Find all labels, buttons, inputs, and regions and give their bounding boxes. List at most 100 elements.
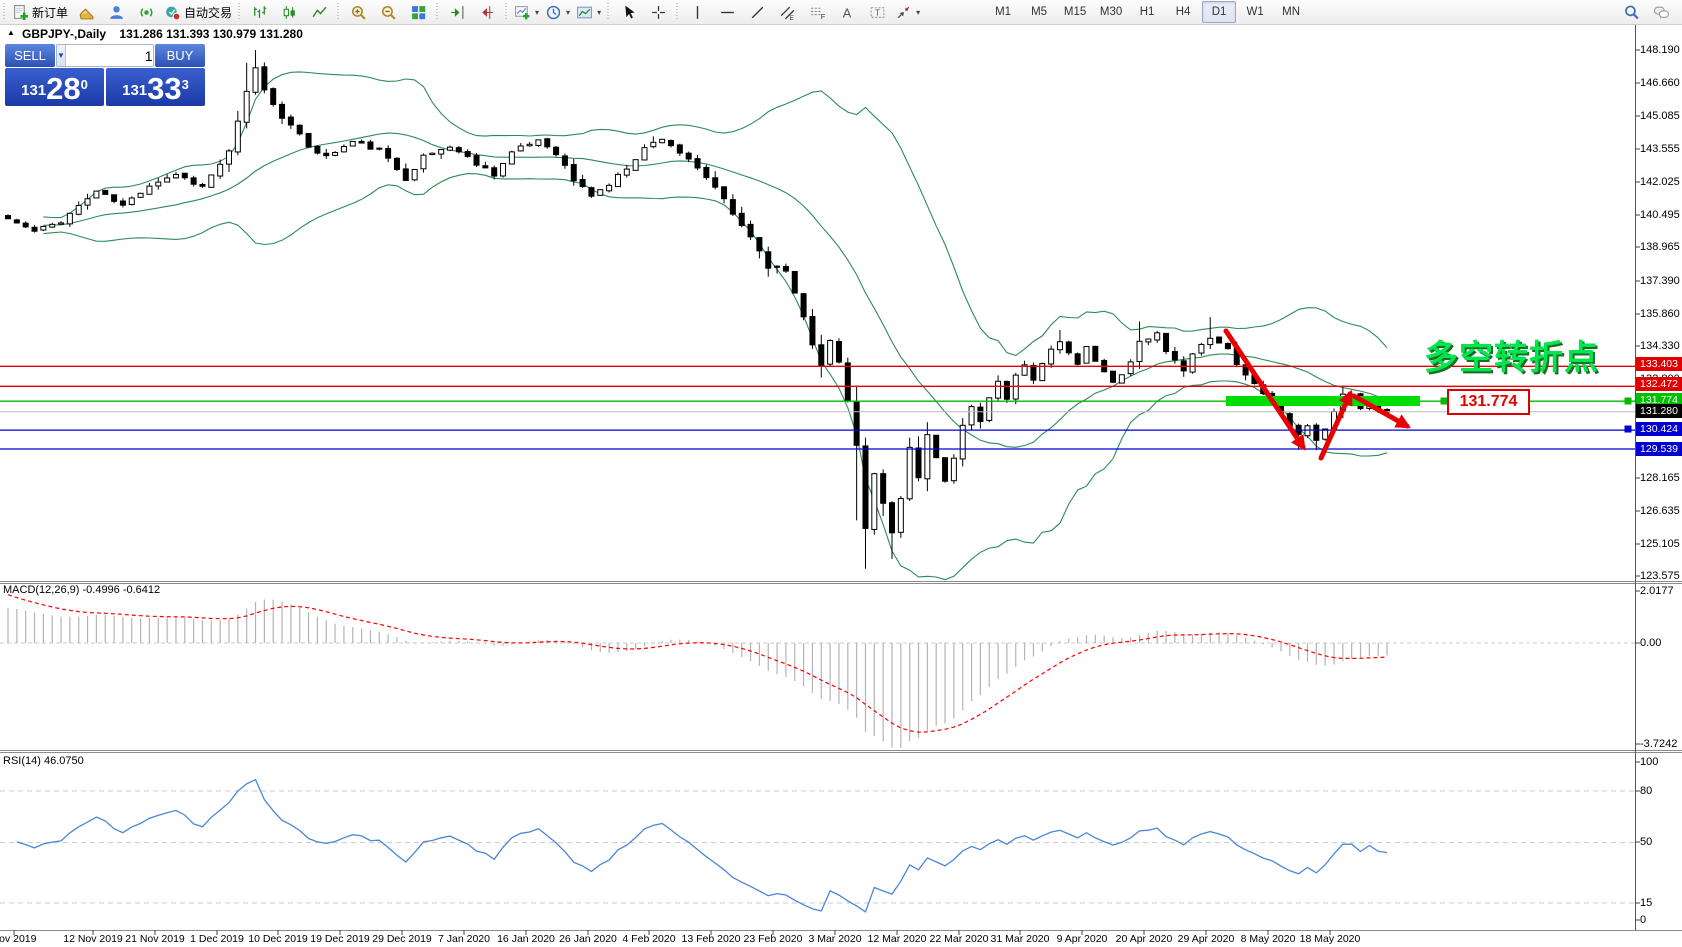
date-axis-label: 16 Jan 2020: [497, 933, 555, 945]
date-axis-label: 18 May 2020: [1299, 933, 1361, 945]
price-axis-badge: 131.280: [1636, 404, 1682, 418]
timeframe-button-m15[interactable]: M15: [1063, 6, 1087, 18]
svg-text:E: E: [789, 14, 793, 20]
annotation-text[interactable]: 多空转折点: [1424, 339, 1599, 377]
sell-price-display[interactable]: 131 28 0: [5, 68, 104, 106]
timeframe-button-d1[interactable]: D1: [1202, 1, 1237, 23]
arrows-button[interactable]: ▾: [892, 0, 923, 24]
toolbar-right: [1616, 0, 1676, 24]
zoom-out-button[interactable]: [373, 0, 403, 24]
volume-decrease-button[interactable]: ▼: [57, 45, 66, 66]
zoom-in-button[interactable]: [343, 0, 373, 24]
sell-button[interactable]: SELL: [5, 44, 55, 67]
horizontal-line-button[interactable]: [712, 0, 742, 24]
buy-price-display[interactable]: 131 33 3: [106, 68, 205, 106]
search-icon: [1624, 5, 1639, 19]
bar-chart-button[interactable]: [244, 0, 274, 24]
market-watch-button[interactable]: [71, 0, 101, 24]
green-bar-object[interactable]: [1226, 396, 1420, 406]
price-axis-badge: 132.472: [1636, 377, 1682, 391]
timeframe-button-w1[interactable]: W1: [1246, 6, 1264, 18]
periods-clock-icon: [546, 5, 561, 19]
fibonacci-button[interactable]: F: [802, 0, 832, 24]
vertical-line-button[interactable]: [682, 0, 712, 24]
indicators-icon: [515, 5, 530, 19]
sell-price-prefix: 131: [21, 82, 47, 99]
timeframe-button-h1[interactable]: H1: [1139, 6, 1155, 18]
price-axis-tick: 123.575: [1640, 570, 1680, 582]
date-axis-label: 9 Apr 2020: [1056, 933, 1108, 945]
auto-trading-button[interactable]: 自动交易: [161, 0, 235, 24]
indicators-dropdown-caret[interactable]: ▾: [535, 7, 540, 17]
toolbar-grip: [606, 3, 612, 21]
rsi-axis-label: 0: [1640, 914, 1647, 926]
indicators-button[interactable]: ▾: [511, 0, 542, 24]
buy-price-prefix: 131: [122, 82, 148, 99]
macd-axis-label: 0.00: [1640, 637, 1662, 649]
sell-price-sup: 0: [80, 77, 88, 92]
candlestick-button[interactable]: [274, 0, 304, 24]
periods-button[interactable]: ▾: [542, 0, 573, 24]
zoom-out-icon: [381, 5, 396, 20]
periods-dropdown-caret[interactable]: ▾: [566, 7, 571, 17]
search-button[interactable]: [1616, 0, 1646, 24]
chart-shift-button[interactable]: [472, 0, 502, 24]
date-axis-label: 29 Apr 2020: [1177, 933, 1235, 945]
svg-text:A: A: [842, 5, 851, 20]
cursor-icon: [624, 5, 635, 18]
text-button[interactable]: A: [832, 0, 862, 24]
timeframe-button-h4[interactable]: H4: [1175, 6, 1191, 18]
timeframe-button-m1[interactable]: M1: [995, 6, 1012, 18]
date-axis-label: 12 Mar 2020: [867, 933, 927, 945]
text-label-button[interactable]: T: [862, 0, 892, 24]
macd-pane: [0, 594, 1635, 748]
date-axis-label: 3 Mar 2020: [808, 933, 862, 945]
timeframe-button-m30[interactable]: M30: [1099, 6, 1123, 18]
cursor-button[interactable]: [613, 0, 643, 24]
chat-button[interactable]: [1646, 0, 1676, 24]
crosshair-button[interactable]: [643, 0, 673, 24]
collapse-panel-triangle[interactable]: ▲: [7, 28, 15, 37]
templates-button[interactable]: ▾: [573, 0, 604, 24]
toolbar-grip: [336, 3, 342, 21]
rsi-axis-label: 50: [1640, 836, 1653, 848]
tile-windows-button[interactable]: [403, 0, 433, 24]
line-handle[interactable]: [1624, 425, 1632, 433]
date-axis-label: 23 Feb 2020: [743, 933, 803, 945]
horizontal-line-icon: [720, 11, 734, 13]
chat-icon: [1653, 6, 1669, 19]
price-level-box[interactable]: 131.774: [1447, 389, 1530, 415]
trendline-button[interactable]: [742, 0, 772, 24]
macd-name: MACD(12,26,9): [3, 584, 80, 596]
trend-arrow[interactable]: [1351, 393, 1411, 429]
arrows-dropdown-caret[interactable]: ▾: [916, 7, 921, 17]
trend-arrows[interactable]: [1223, 328, 1411, 461]
timeframe-group: M1 M5 M15 M30 H1 H4 D1 W1 MN: [985, 1, 1309, 23]
line-handle[interactable]: [1624, 397, 1632, 405]
market-watch-icon: [79, 8, 93, 19]
buy-button[interactable]: BUY: [155, 44, 205, 67]
equidistant-channel-button[interactable]: E: [772, 0, 802, 24]
price-level-lines[interactable]: [0, 365, 1635, 450]
sell-price-big: 28: [46, 71, 81, 106]
signals-button[interactable]: [131, 0, 161, 24]
price-axis-tick: 138.965: [1640, 241, 1680, 253]
profiles-button[interactable]: [101, 0, 131, 24]
price-axis-badge: 130.424: [1636, 422, 1682, 436]
timeframe-button-m5[interactable]: M5: [1031, 6, 1048, 18]
buy-price-big: 33: [147, 71, 182, 106]
timeframe-button-mn[interactable]: MN: [1282, 6, 1301, 18]
new-order-button[interactable]: 新订单: [9, 0, 71, 24]
svg-text:T: T: [874, 7, 879, 17]
templates-dropdown-caret[interactable]: ▾: [597, 7, 602, 17]
line-chart-button[interactable]: [304, 0, 334, 24]
auto-scroll-button[interactable]: [442, 0, 472, 24]
date-axis-label: 31 Mar 2020: [990, 933, 1050, 945]
text-icon: A: [842, 5, 851, 20]
trend-arrow[interactable]: [1318, 389, 1353, 461]
trend-arrow[interactable]: [1223, 328, 1306, 451]
volume-input[interactable]: [65, 45, 153, 66]
price-axis-tick: 145.085: [1640, 110, 1680, 122]
